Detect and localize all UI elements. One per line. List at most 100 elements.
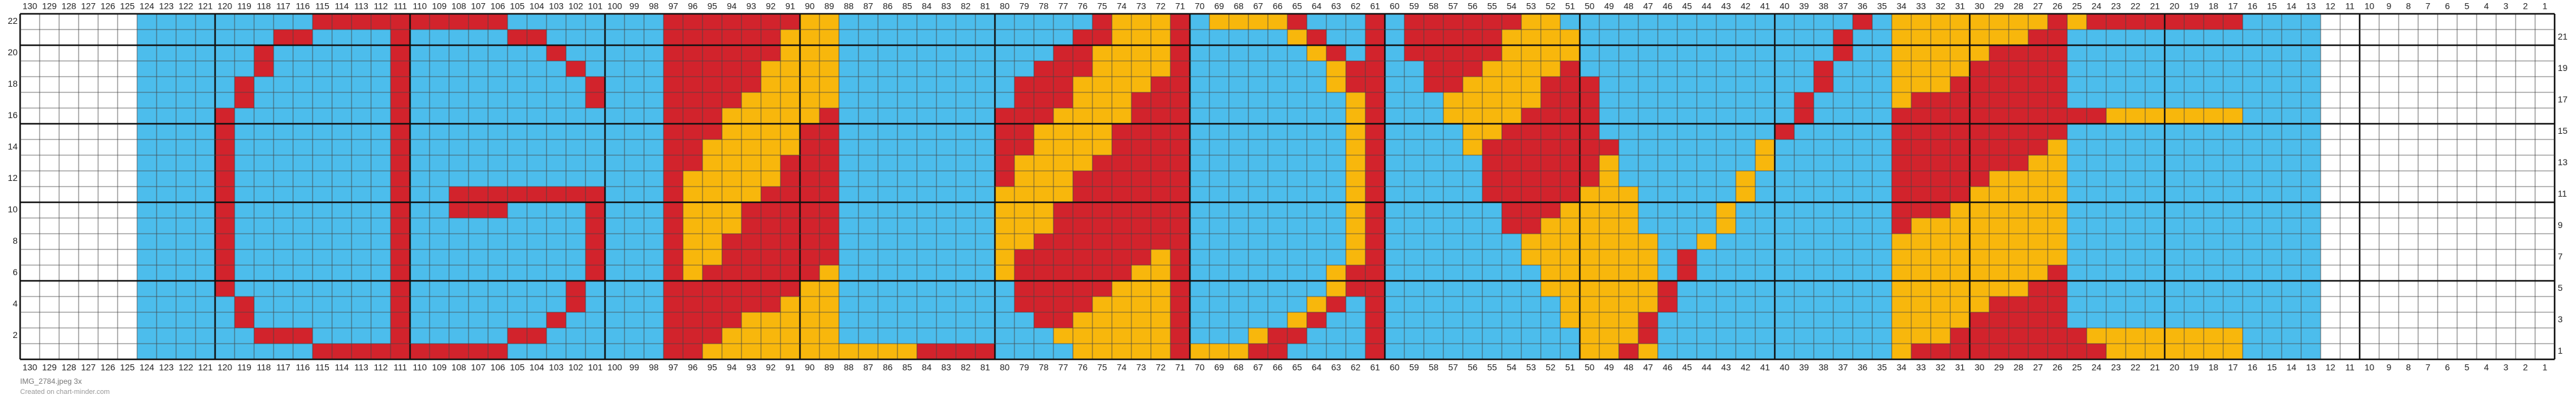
cell (2516, 297, 2535, 312)
cell (741, 77, 761, 92)
cell (2048, 202, 2067, 218)
cell (1658, 155, 1677, 171)
cell (176, 218, 196, 234)
cell (2106, 344, 2126, 359)
cell (586, 312, 605, 328)
cell (1755, 61, 1775, 77)
cell (1892, 202, 1911, 218)
cell (1560, 281, 1580, 297)
cell (59, 187, 79, 202)
cell (274, 249, 293, 265)
cell (1931, 265, 1950, 281)
cell (1794, 297, 1814, 312)
cell (761, 14, 780, 30)
cell (2516, 139, 2535, 155)
cell (2418, 61, 2438, 77)
cell (1443, 92, 1463, 108)
cell (2516, 187, 2535, 202)
cell (975, 187, 995, 202)
cell (2067, 297, 2087, 312)
cell (956, 328, 975, 344)
cell (449, 265, 469, 281)
cell (2379, 328, 2399, 344)
cell (995, 265, 1014, 281)
cell (1814, 77, 1833, 92)
cell (1248, 249, 1268, 265)
cell (1989, 249, 2009, 265)
cell (59, 124, 79, 139)
cell (702, 328, 722, 344)
cell (1482, 139, 1502, 155)
cell (897, 61, 917, 77)
cell (527, 77, 547, 92)
cell (59, 218, 79, 234)
cell (800, 344, 819, 359)
cell (488, 171, 508, 187)
cell (1599, 187, 1619, 202)
cell (1638, 14, 1658, 30)
column-number: 69 (1214, 1, 1224, 11)
cell (1541, 218, 1560, 234)
cell (98, 297, 118, 312)
cell (1014, 187, 1034, 202)
cell (196, 92, 215, 108)
cell (2321, 14, 2340, 30)
cell (1112, 218, 1131, 234)
cell (780, 187, 800, 202)
column-number: 100 (608, 1, 623, 11)
column-number: 33 (1916, 1, 1926, 11)
cell (1326, 328, 1346, 344)
column-number: 2 (2523, 362, 2528, 373)
column-number: 85 (902, 1, 913, 11)
cell (1034, 265, 1053, 281)
cell (1619, 155, 1638, 171)
cell (1736, 77, 1755, 92)
cell (469, 265, 488, 281)
cell (1892, 139, 1911, 155)
cell (1892, 344, 1911, 359)
cell (2438, 312, 2457, 328)
cell (488, 249, 508, 265)
cell (118, 202, 137, 218)
cell (1716, 124, 1736, 139)
cell (2262, 312, 2282, 328)
cell (2145, 202, 2165, 218)
cell (1151, 312, 1170, 328)
cell (137, 108, 157, 124)
cell (839, 155, 858, 171)
column-number: 104 (530, 1, 545, 11)
column-number: 73 (1136, 362, 1146, 373)
cell (352, 77, 371, 92)
cell (1970, 312, 1989, 328)
cell (1463, 234, 1482, 249)
cell (1599, 249, 1619, 265)
cell (488, 14, 508, 30)
cell (722, 344, 741, 359)
cell (956, 155, 975, 171)
cell (1775, 187, 1794, 202)
cell (449, 328, 469, 344)
cell (1736, 61, 1755, 77)
cell (2048, 249, 2067, 265)
cell (20, 234, 40, 249)
cell (2048, 312, 2067, 328)
cell (995, 77, 1014, 92)
cell (2516, 77, 2535, 92)
cell (2496, 234, 2516, 249)
cell (1346, 344, 1365, 359)
cell (235, 124, 254, 139)
cell (1697, 187, 1716, 202)
cell (235, 139, 254, 155)
column-number: 67 (1253, 362, 1263, 373)
cell (293, 92, 313, 108)
cell (839, 234, 858, 249)
cell (663, 344, 683, 359)
cell (2321, 45, 2340, 61)
cell (1853, 249, 1872, 265)
cell (2418, 265, 2438, 281)
cell (1112, 45, 1131, 61)
cell (2028, 92, 2048, 108)
cell (2165, 124, 2184, 139)
cell (1404, 344, 1424, 359)
cell (1716, 312, 1736, 328)
